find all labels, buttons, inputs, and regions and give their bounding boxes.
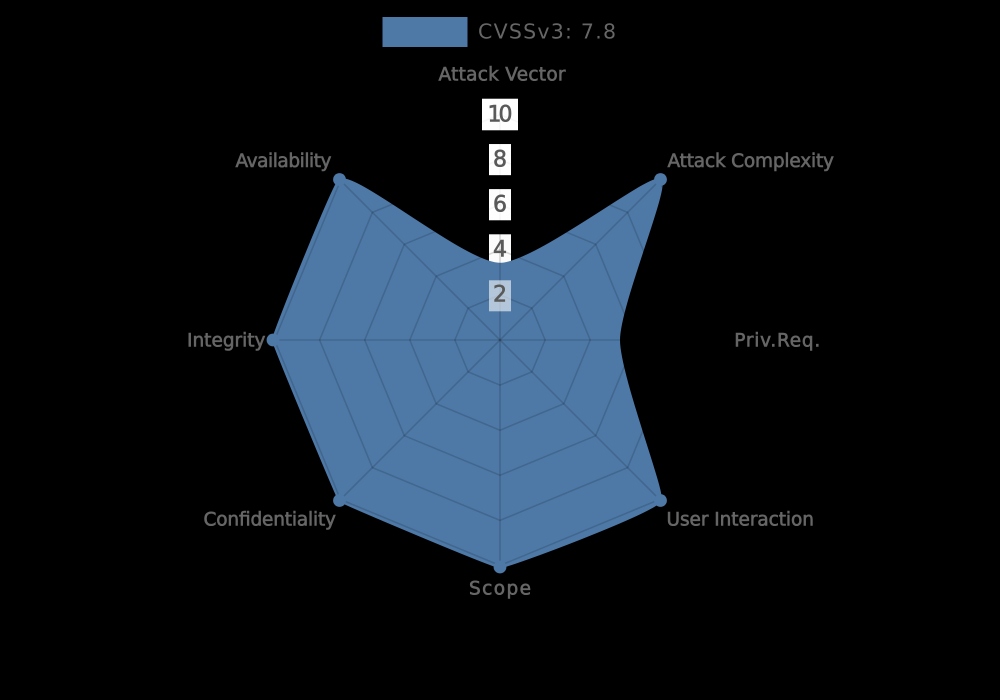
svg-text:4: 4	[493, 238, 507, 263]
svg-text:Attack Complexity: Attack Complexity	[668, 151, 835, 172]
svg-text:2: 2	[493, 283, 507, 308]
svg-text:User Interaction: User Interaction	[667, 510, 815, 531]
svg-text:CVSSv3: 7.8: CVSSv3: 7.8	[478, 20, 616, 44]
svg-text:10: 10	[488, 102, 513, 127]
svg-text:Scope: Scope	[469, 579, 531, 600]
svg-text:Priv.Req.: Priv.Req.	[734, 330, 820, 351]
svg-text:Availability: Availability	[236, 151, 332, 172]
svg-text:Attack Vector: Attack Vector	[439, 65, 566, 86]
svg-text:6: 6	[493, 193, 507, 218]
svg-text:Integrity: Integrity	[187, 330, 266, 351]
svg-text:8: 8	[493, 147, 507, 172]
svg-text:Confidentiality: Confidentiality	[204, 510, 337, 531]
